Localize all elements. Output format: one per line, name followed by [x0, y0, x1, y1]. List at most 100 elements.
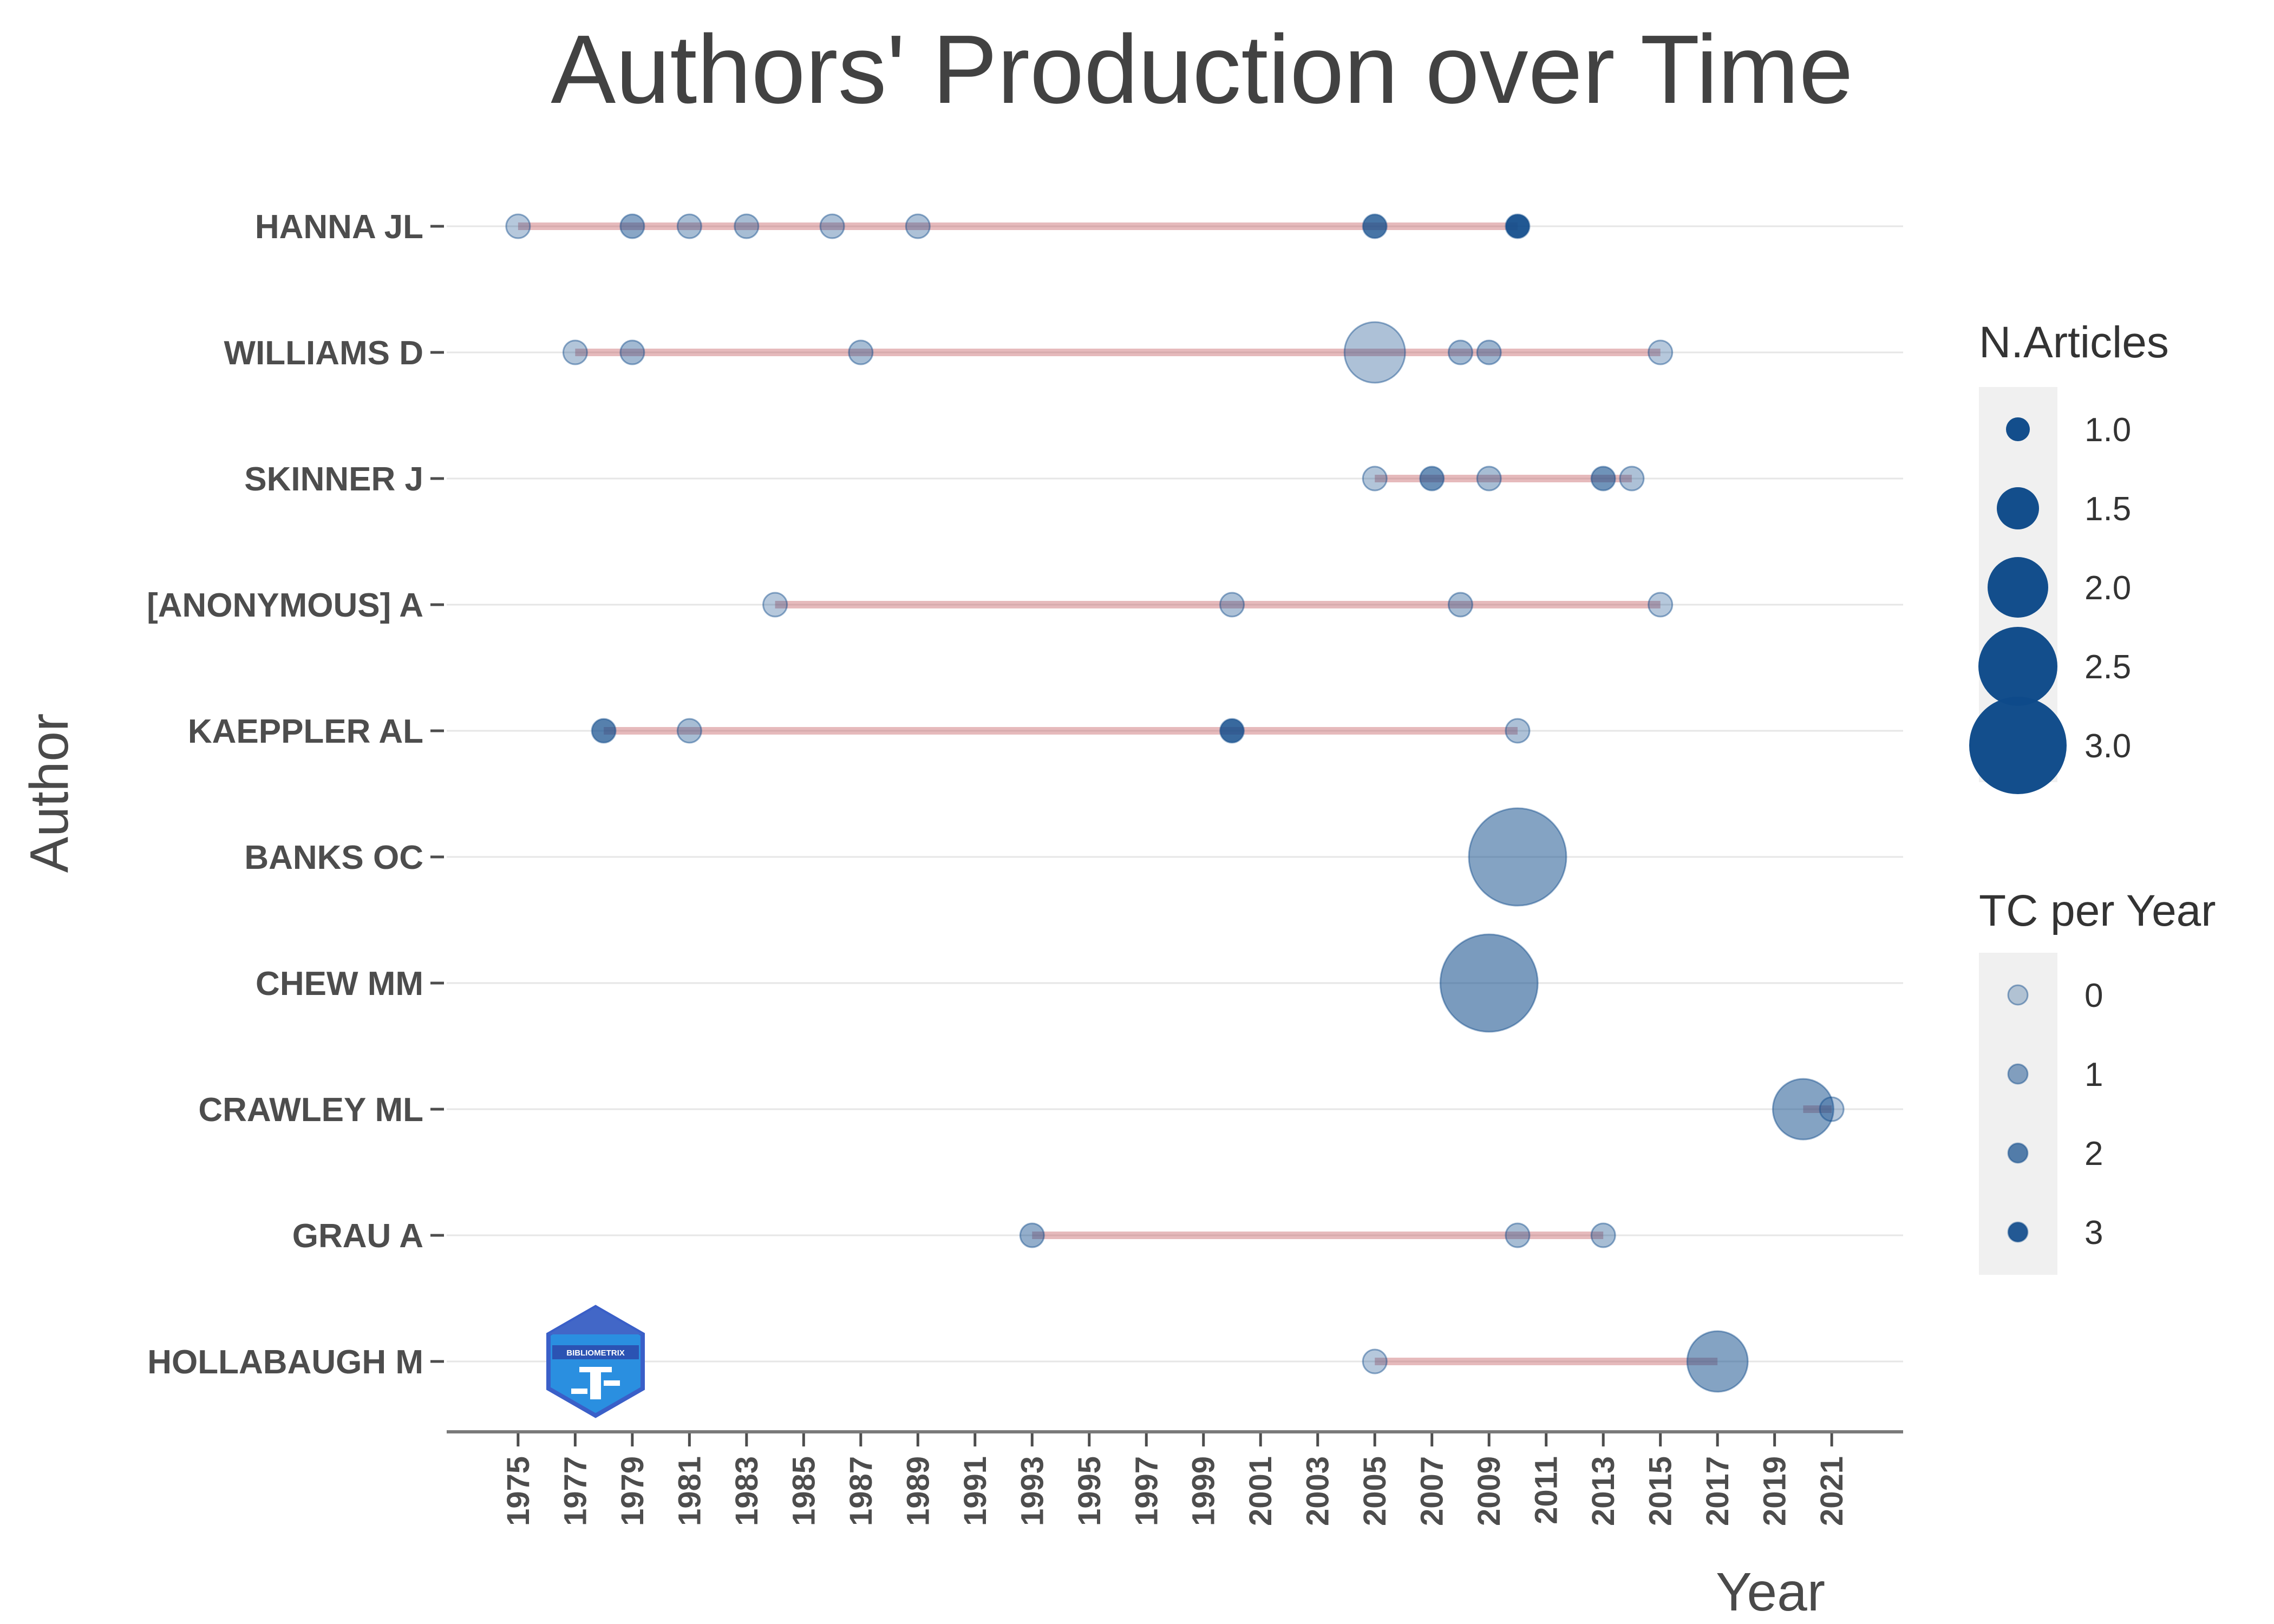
- data-point: [734, 213, 760, 239]
- data-point: [819, 213, 845, 239]
- legend-n-articles-title: N.Articles: [1979, 318, 2169, 367]
- legend-size-label: 1.0: [2084, 411, 2131, 449]
- data-point: [1343, 321, 1406, 384]
- data-point: [1772, 1078, 1834, 1141]
- data-point: [1447, 592, 1473, 618]
- x-tick-label: 2011: [1529, 1456, 1564, 1524]
- data-point: [1219, 592, 1245, 618]
- x-tick-label: 2009: [1472, 1456, 1507, 1526]
- legend-color-key: [2007, 1142, 2029, 1164]
- data-points: [505, 213, 1845, 1393]
- legend-tc-per-year: TC per Year 0 1 2 3: [1979, 886, 2216, 1275]
- legend-size-key: [2006, 417, 2030, 441]
- legend-size-key: [1978, 627, 2057, 706]
- x-tick-label: 1991: [958, 1456, 993, 1526]
- x-tick-label: 1985: [786, 1456, 821, 1526]
- x-tick-label: 1977: [558, 1456, 593, 1526]
- legend-color-key: [2007, 984, 2029, 1006]
- x-tick-label: 2021: [1814, 1456, 1850, 1526]
- data-point: [505, 213, 531, 239]
- author-label: SKINNER J: [244, 461, 423, 498]
- legend-color-key: [2007, 1063, 2029, 1085]
- legend-size-label: 1.5: [2084, 490, 2131, 528]
- logo-text: BIBLIOMETRIX: [566, 1348, 625, 1358]
- data-point: [1590, 1222, 1616, 1248]
- author-label: [ANONYMOUS] A: [147, 587, 423, 624]
- data-point: [676, 213, 702, 239]
- legend-color-label: 0: [2084, 977, 2103, 1014]
- x-tick-label: 1997: [1129, 1456, 1164, 1526]
- data-point: [905, 213, 931, 239]
- data-point: [1505, 1222, 1531, 1248]
- legend-color-label: 2: [2084, 1135, 2103, 1173]
- x-tick-label: 1993: [1015, 1456, 1050, 1526]
- x-tick-label: 1979: [615, 1456, 650, 1526]
- x-tick-label: 2019: [1757, 1456, 1793, 1526]
- data-point: [848, 339, 874, 365]
- x-tick-label: 2007: [1415, 1456, 1450, 1526]
- data-point: [1362, 213, 1388, 239]
- x-ticks: 1975 1977 1979 1981 1983 1985 1987 1989 1991 1993…: [501, 1433, 1850, 1526]
- data-point: [1439, 933, 1539, 1033]
- data-point: [1505, 718, 1531, 744]
- data-point: [1019, 1222, 1045, 1248]
- data-point: [676, 718, 702, 744]
- data-point: [562, 339, 588, 365]
- author-label: CHEW MM: [256, 965, 423, 1003]
- data-point: [1619, 466, 1645, 492]
- data-point: [1219, 718, 1245, 744]
- data-point: [1648, 592, 1674, 618]
- data-point: [1476, 466, 1502, 492]
- data-point: [1819, 1096, 1845, 1122]
- data-point: [1476, 339, 1502, 365]
- author-label: WILLIAMS D: [224, 335, 424, 372]
- data-point: [1362, 466, 1388, 492]
- legend-size-key: [1969, 697, 2067, 794]
- data-point: [762, 592, 788, 618]
- x-tick-label: 1987: [844, 1456, 879, 1526]
- x-tick-label: 1983: [729, 1456, 764, 1526]
- author-label: GRAU A: [292, 1217, 423, 1255]
- x-axis-title: Year: [1716, 1562, 1825, 1622]
- legend-tc-per-year-box: [1979, 953, 2057, 1275]
- x-tick-label: 2017: [1700, 1456, 1735, 1526]
- legend-size-key: [1988, 557, 2048, 618]
- x-tick-label: 2001: [1243, 1456, 1278, 1526]
- timeline-lines: [518, 222, 1832, 1365]
- bibliometrix-logo: BIBLIOMETRIX: [546, 1305, 645, 1418]
- author-label: BANKS OC: [244, 839, 423, 876]
- x-tick-label: 2005: [1357, 1456, 1393, 1526]
- legend-color-label: 3: [2084, 1214, 2103, 1252]
- author-label: KAEPPLER AL: [188, 713, 423, 750]
- x-tick-label: 2013: [1586, 1456, 1621, 1526]
- author-label: CRAWLEY ML: [198, 1091, 423, 1129]
- legend-size-label: 3.0: [2084, 728, 2131, 765]
- x-tick-label: 1981: [672, 1456, 707, 1526]
- data-point: [619, 339, 645, 365]
- data-point: [1648, 339, 1674, 365]
- data-point: [1505, 213, 1531, 239]
- legend-color-key: [2007, 1221, 2029, 1243]
- x-tick-label: 1999: [1186, 1456, 1221, 1526]
- data-point: [1362, 1348, 1388, 1374]
- x-tick-label: 1975: [501, 1456, 536, 1526]
- legend-n-articles: N.Articles 1.0 1.5 2.0 2.5 3.0: [1969, 318, 2169, 794]
- legend-tc-per-year-title: TC per Year: [1979, 886, 2216, 935]
- y-axis-title: Author: [19, 713, 80, 873]
- x-tick-label: 1989: [900, 1456, 936, 1526]
- y-axis: HANNA JL WILLIAMS D SKINNER J [ANONYMOUS] A…: [147, 208, 444, 1381]
- data-point: [1686, 1330, 1749, 1393]
- gridlines: [447, 225, 1903, 1363]
- legend-size-key: [1997, 487, 2039, 529]
- legend-size-label: 2.0: [2084, 569, 2131, 607]
- x-tick-label: 2015: [1643, 1456, 1678, 1526]
- author-label: HANNA JL: [255, 208, 423, 246]
- data-point: [1590, 466, 1616, 492]
- x-tick-label: 1995: [1072, 1456, 1107, 1526]
- legend-size-label: 2.5: [2084, 649, 2131, 686]
- data-point: [619, 213, 645, 239]
- data-point: [1468, 807, 1567, 907]
- legend-color-label: 1: [2084, 1056, 2103, 1093]
- x-tick-label: 2003: [1301, 1456, 1336, 1526]
